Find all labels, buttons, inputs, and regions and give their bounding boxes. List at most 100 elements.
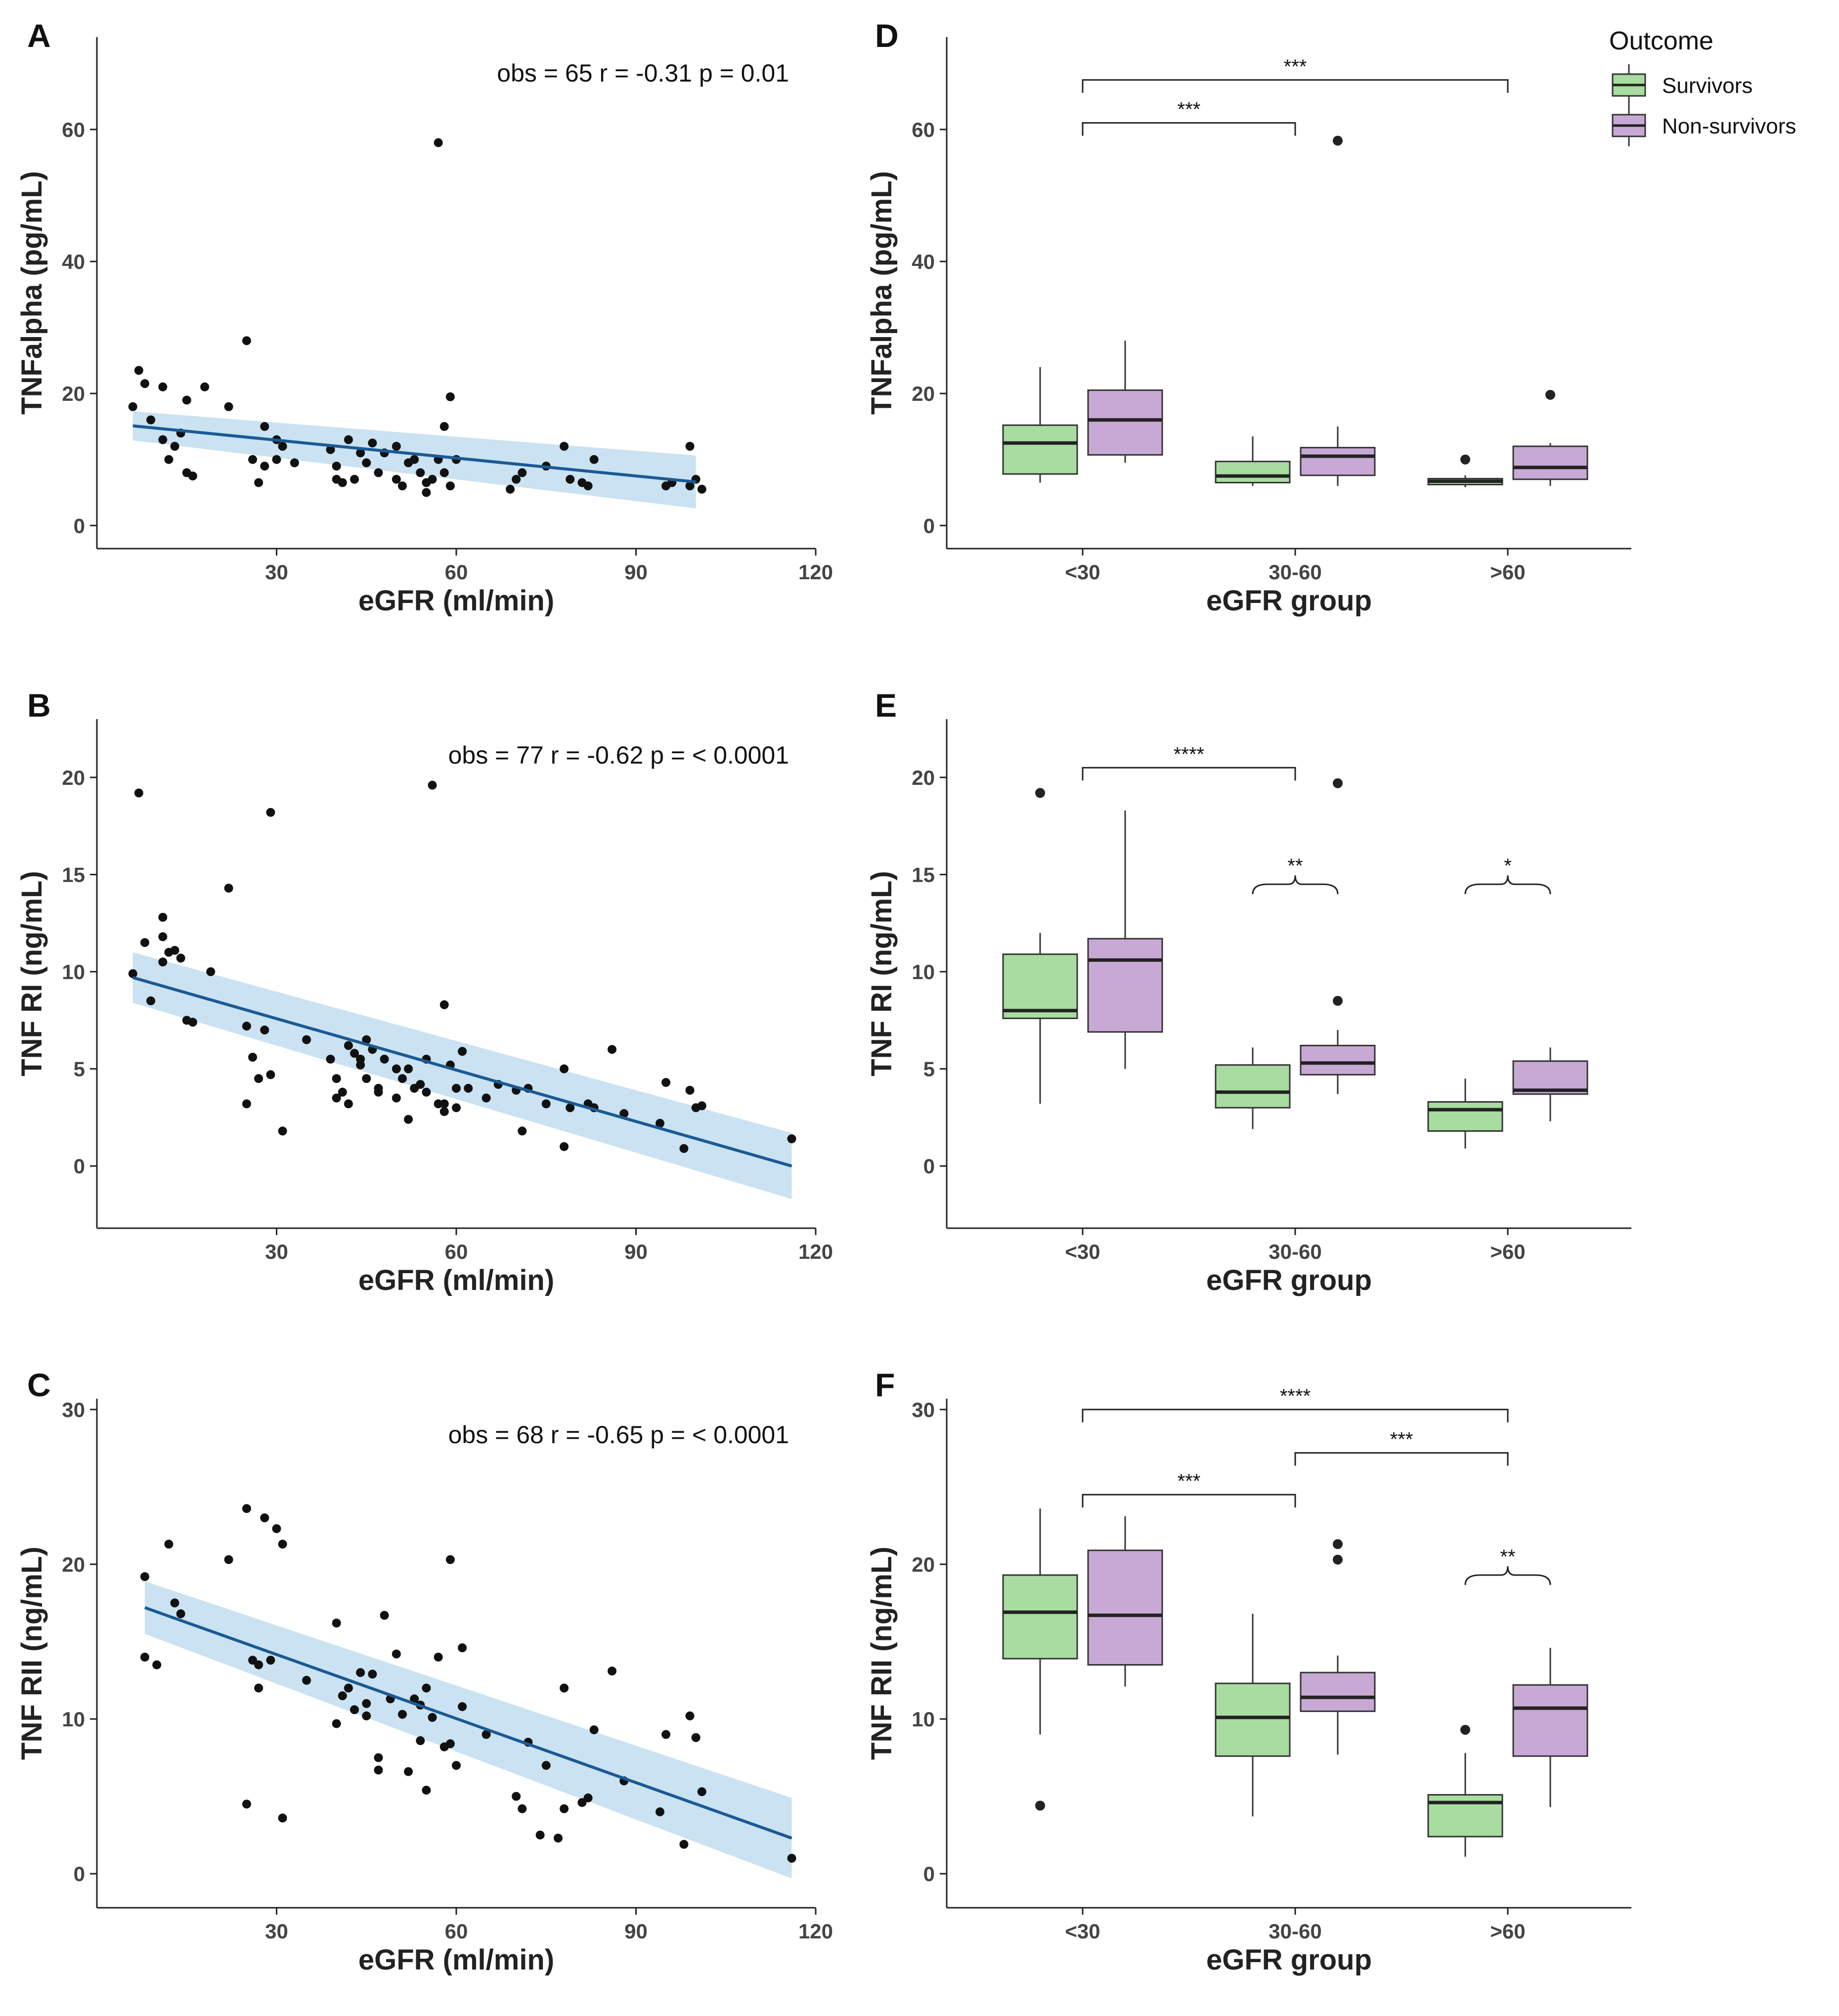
survivors-box <box>1427 454 1503 487</box>
data-point <box>302 1035 311 1044</box>
survivors-box <box>1215 1047 1291 1129</box>
data-point <box>350 474 359 484</box>
data-point <box>254 1683 263 1693</box>
x-tick-label: 120 <box>798 560 833 584</box>
significance-label: *** <box>1284 56 1307 78</box>
significance-label: ** <box>1500 1546 1515 1568</box>
data-point <box>368 1670 377 1679</box>
data-point <box>458 1047 467 1056</box>
iqr-box <box>1087 389 1163 456</box>
non-survivors-box <box>1300 1539 1376 1755</box>
significance-bracket: *** <box>1294 1429 1509 1466</box>
outlier-point <box>1333 135 1343 146</box>
y-tick-label: 40 <box>62 250 85 273</box>
stats-annotation: obs = 77 r = -0.62 p = < 0.0001 <box>448 741 789 769</box>
data-point <box>260 1026 269 1035</box>
data-point <box>344 1041 353 1050</box>
bracket-line <box>1082 1494 1296 1508</box>
y-tick-label: 5 <box>923 1058 935 1081</box>
data-point <box>362 458 371 468</box>
y-tick-label: 20 <box>912 1553 935 1576</box>
data-point <box>422 1786 431 1795</box>
survivors-box <box>1002 367 1078 483</box>
data-point <box>164 455 174 464</box>
legend-item: Survivors <box>1612 64 1752 106</box>
non-survivors-box <box>1300 135 1376 486</box>
data-point <box>266 808 275 817</box>
data-point <box>560 442 569 451</box>
y-tick-label: 0 <box>74 1862 85 1886</box>
outlier-point <box>1035 1801 1045 1811</box>
y-tick-label: 20 <box>912 382 935 405</box>
panel-letter: C <box>27 1367 51 1403</box>
data-point <box>170 945 179 955</box>
x-tick-label: 30-60 <box>1269 1240 1321 1263</box>
y-tick-label: 15 <box>912 863 935 887</box>
y-tick-label: 20 <box>912 766 935 789</box>
data-point <box>404 1064 413 1073</box>
data-point <box>362 1074 371 1083</box>
y-axis-title: TNF RII (ng/mL) <box>866 1546 898 1760</box>
non-survivors-box <box>1087 341 1163 463</box>
data-point <box>685 1711 695 1720</box>
x-tick-label: <30 <box>1065 1240 1100 1263</box>
data-point <box>254 478 263 487</box>
data-point <box>128 402 137 411</box>
legend: Outcome Survivors Non-survivors <box>1609 27 1796 146</box>
panel-b-scatter: B 0 5 10 15 20 TNF RI (ng/mL) eGFR (ml/min) 30 60… <box>16 687 833 1296</box>
outlier-point <box>1333 1554 1343 1565</box>
data-point <box>242 1099 251 1109</box>
data-point <box>158 435 168 444</box>
panel-e-boxplot: E 0 5 10 15 20 TNF RI (ng/mL) eGFR group <30 30-6… <box>866 687 1631 1296</box>
panel-letter: F <box>875 1367 895 1403</box>
x-axis-title: eGFR group <box>1206 1944 1372 1976</box>
data-point <box>458 1702 467 1712</box>
panel-c-scatter: C 0 10 20 30 TNF RII (ng/mL) eGFR (ml/min) 30 60… <box>16 1367 833 1976</box>
data-point <box>290 458 299 468</box>
iqr-box <box>1427 1101 1503 1132</box>
non-survivors-box <box>1512 389 1588 486</box>
significance-bracket: *** <box>1082 56 1509 93</box>
data-point <box>272 455 281 464</box>
data-point <box>439 1107 449 1116</box>
data-point <box>445 392 455 401</box>
survivors-box <box>1215 1614 1291 1817</box>
data-point <box>392 1093 401 1103</box>
y-tick-label: 40 <box>912 250 935 273</box>
data-point <box>140 938 149 947</box>
data-point <box>338 1087 347 1097</box>
data-point <box>356 1054 365 1064</box>
outlier-point <box>1035 788 1045 798</box>
data-point <box>260 1513 269 1523</box>
bracket-line <box>1082 1409 1509 1422</box>
y-tick-label: 5 <box>74 1058 85 1081</box>
confidence-band <box>144 1581 792 1879</box>
significance-brace: * <box>1464 855 1551 895</box>
data-point <box>560 1683 569 1693</box>
x-axis-title: eGFR group <box>1206 585 1372 617</box>
outlier-point <box>1460 454 1470 465</box>
y-tick-label: 20 <box>62 766 85 789</box>
data-point <box>332 1618 341 1628</box>
x-tick-label: >60 <box>1490 560 1525 584</box>
y-tick-label: 0 <box>74 1155 85 1178</box>
data-point <box>410 1694 419 1704</box>
data-point <box>374 468 383 477</box>
data-point <box>176 1609 185 1619</box>
significance-brace: ** <box>1252 855 1339 895</box>
outlier-point <box>1333 778 1343 788</box>
y-axis-title: TNFalpha (pg/mL) <box>16 171 48 415</box>
confidence-band <box>132 952 792 1200</box>
non-survivors-box <box>1512 1047 1588 1121</box>
panel-letter: E <box>875 687 897 724</box>
bracket-line <box>1082 767 1296 781</box>
data-point <box>434 138 443 147</box>
data-point <box>397 1074 407 1083</box>
data-point <box>482 1093 491 1103</box>
data-point <box>332 1074 341 1083</box>
brace-line <box>1252 875 1339 895</box>
data-point <box>439 1000 449 1009</box>
bracket-line <box>1294 1452 1509 1466</box>
data-point <box>158 932 168 942</box>
